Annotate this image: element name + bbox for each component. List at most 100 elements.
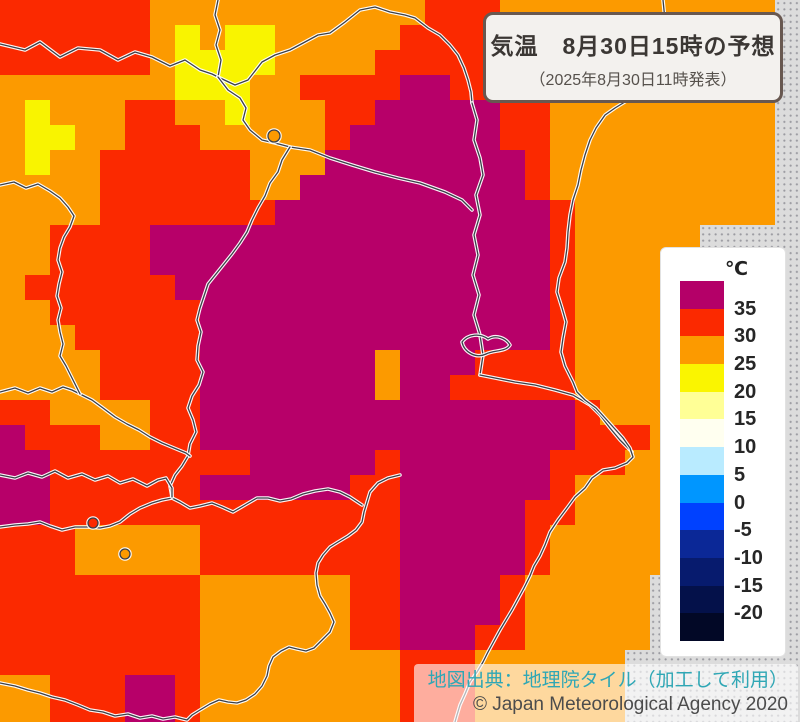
grid-cell [100,500,125,525]
grid-cell [675,100,700,125]
grid-cell [350,300,375,325]
grid-cell [750,100,775,125]
grid-cell [225,0,250,25]
grid-cell [225,625,250,650]
grid-cell [125,150,150,175]
grid-cell [625,600,650,625]
grid-cell [0,375,25,400]
grid-cell [25,0,50,25]
grid-cell [50,300,75,325]
grid-cell [50,275,75,300]
grid-cell [225,700,250,722]
grid-cell [75,125,100,150]
grid-cell [250,225,275,250]
grid-cell [350,250,375,275]
grid-cell [75,375,100,400]
grid-cell [450,100,475,125]
grid-cell [50,675,75,700]
grid-cell [75,500,100,525]
grid-cell [450,625,475,650]
grid-cell [175,550,200,575]
grid-cell [725,225,750,250]
grid-cell [400,225,425,250]
grid-cell [375,175,400,200]
grid-cell [25,700,50,722]
grid-cell [500,525,525,550]
grid-cell [475,125,500,150]
grid-cell [400,175,425,200]
grid-cell [600,275,625,300]
grid-cell [200,450,225,475]
grid-cell [0,100,25,125]
grid-cell [0,650,25,675]
grid-cell [150,500,175,525]
grid-cell [500,200,525,225]
grid-cell [450,525,475,550]
grid-cell [750,125,775,150]
grid-cell [775,0,800,25]
grid-cell [450,450,475,475]
grid-cell [425,25,450,50]
grid-cell [250,550,275,575]
grid-cell [250,150,275,175]
grid-cell [450,25,475,50]
grid-cell [175,650,200,675]
grid-cell [250,600,275,625]
grid-cell [625,250,650,275]
grid-cell [425,150,450,175]
grid-cell [250,525,275,550]
grid-cell [175,700,200,722]
grid-cell [300,275,325,300]
grid-cell [675,225,700,250]
grid-cell [300,525,325,550]
grid-cell [100,650,125,675]
grid-cell [75,275,100,300]
grid-cell [0,700,25,722]
grid-cell [625,425,650,450]
grid-cell [575,225,600,250]
grid-cell [400,150,425,175]
grid-cell [450,325,475,350]
grid-cell [775,100,800,125]
grid-cell [300,225,325,250]
grid-cell [250,300,275,325]
grid-cell [500,400,525,425]
grid-cell [425,550,450,575]
grid-cell [325,500,350,525]
grid-cell [400,300,425,325]
grid-cell [0,200,25,225]
grid-cell [500,225,525,250]
grid-cell [25,600,50,625]
grid-cell [200,475,225,500]
grid-cell [525,200,550,225]
grid-cell [50,200,75,225]
grid-cell [125,200,150,225]
grid-cell [225,475,250,500]
grid-cell [600,525,625,550]
grid-cell [425,450,450,475]
grid-cell [175,275,200,300]
grid-cell [50,375,75,400]
grid-cell [50,25,75,50]
grid-cell [350,700,375,722]
grid-cell [275,275,300,300]
grid-cell [75,625,100,650]
legend-color-bar [680,281,724,641]
grid-cell [175,350,200,375]
grid-cell [75,475,100,500]
grid-cell [600,200,625,225]
grid-cell [75,200,100,225]
grid-cell [525,625,550,650]
grid-cell [200,425,225,450]
grid-cell [475,400,500,425]
grid-cell [200,225,225,250]
grid-cell [25,450,50,475]
grid-cell [25,400,50,425]
grid-cell [250,325,275,350]
grid-cell [650,175,675,200]
grid-cell [175,100,200,125]
grid-cell [750,150,775,175]
grid-cell [575,150,600,175]
grid-cell [400,275,425,300]
legend-tick-label: 10 [734,436,757,459]
